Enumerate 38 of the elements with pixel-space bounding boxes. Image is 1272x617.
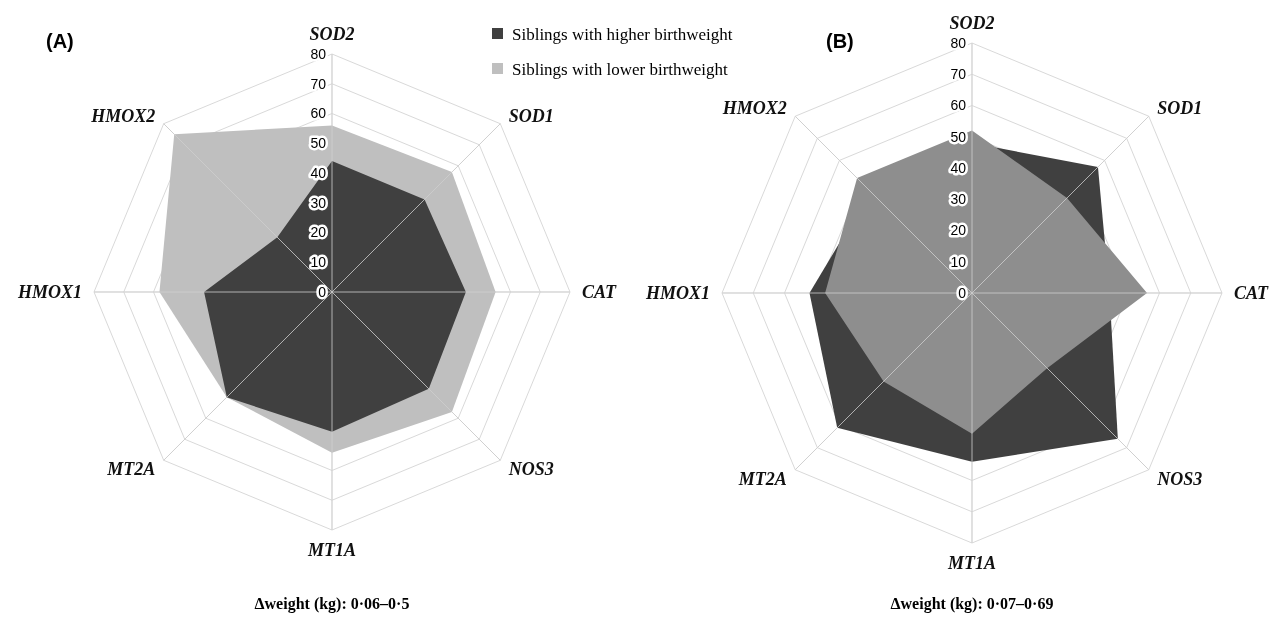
spoke-label: HMOX2 [721, 98, 787, 119]
y-tick-label: 10 [310, 254, 327, 271]
y-tick-label: 50 [310, 135, 327, 152]
spoke-label: HMOX1 [16, 282, 82, 303]
spoke-label: NOS3 [1156, 468, 1203, 489]
spoke-label: MT2A [737, 468, 787, 489]
y-tick-label: 40 [950, 159, 967, 176]
spoke-label: HMOX1 [644, 283, 710, 304]
spoke-label: SOD2 [949, 13, 995, 34]
y-tick-label: 30 [950, 191, 967, 208]
spoke-label: CAT [582, 282, 618, 303]
spoke-label: MT2A [106, 459, 156, 480]
chart-title: (A) [46, 30, 74, 52]
spoke-label: SOD2 [309, 24, 355, 45]
legend-label: Siblings with lower birthweight [512, 59, 729, 79]
y-tick-label: 80 [950, 34, 967, 51]
y-tick-label: 60 [950, 97, 967, 114]
y-tick-label: 70 [310, 75, 327, 92]
y-tick-label: 0 [958, 284, 967, 301]
y-tick-label: 0 [318, 283, 327, 300]
text: Δweight (kg): 0·06–0·5 [254, 595, 410, 613]
y-tick-label: 10 [950, 253, 967, 270]
text: Δweight (kg): 0·07–0·69 [890, 595, 1054, 613]
spoke-label: MT1A [306, 540, 357, 561]
y-tick-label: 70 [950, 66, 967, 83]
spoke-label: SOD1 [1157, 98, 1203, 119]
spoke-label: SOD1 [508, 105, 554, 126]
text: (B) [826, 30, 854, 52]
legend-label: Siblings with higher birthweight [512, 24, 733, 44]
y-tick-label: 20 [950, 222, 967, 239]
spoke-label: NOS3 [507, 459, 554, 480]
y-tick-label: 20 [310, 224, 327, 241]
y-tick-label: 30 [310, 194, 327, 211]
spoke-label: CAT [1234, 283, 1270, 304]
spoke-label: MT1A [946, 553, 997, 574]
spoke-label: HMOX2 [90, 105, 156, 126]
y-tick-label: 60 [310, 105, 327, 122]
y-tick-label: 80 [310, 45, 327, 62]
